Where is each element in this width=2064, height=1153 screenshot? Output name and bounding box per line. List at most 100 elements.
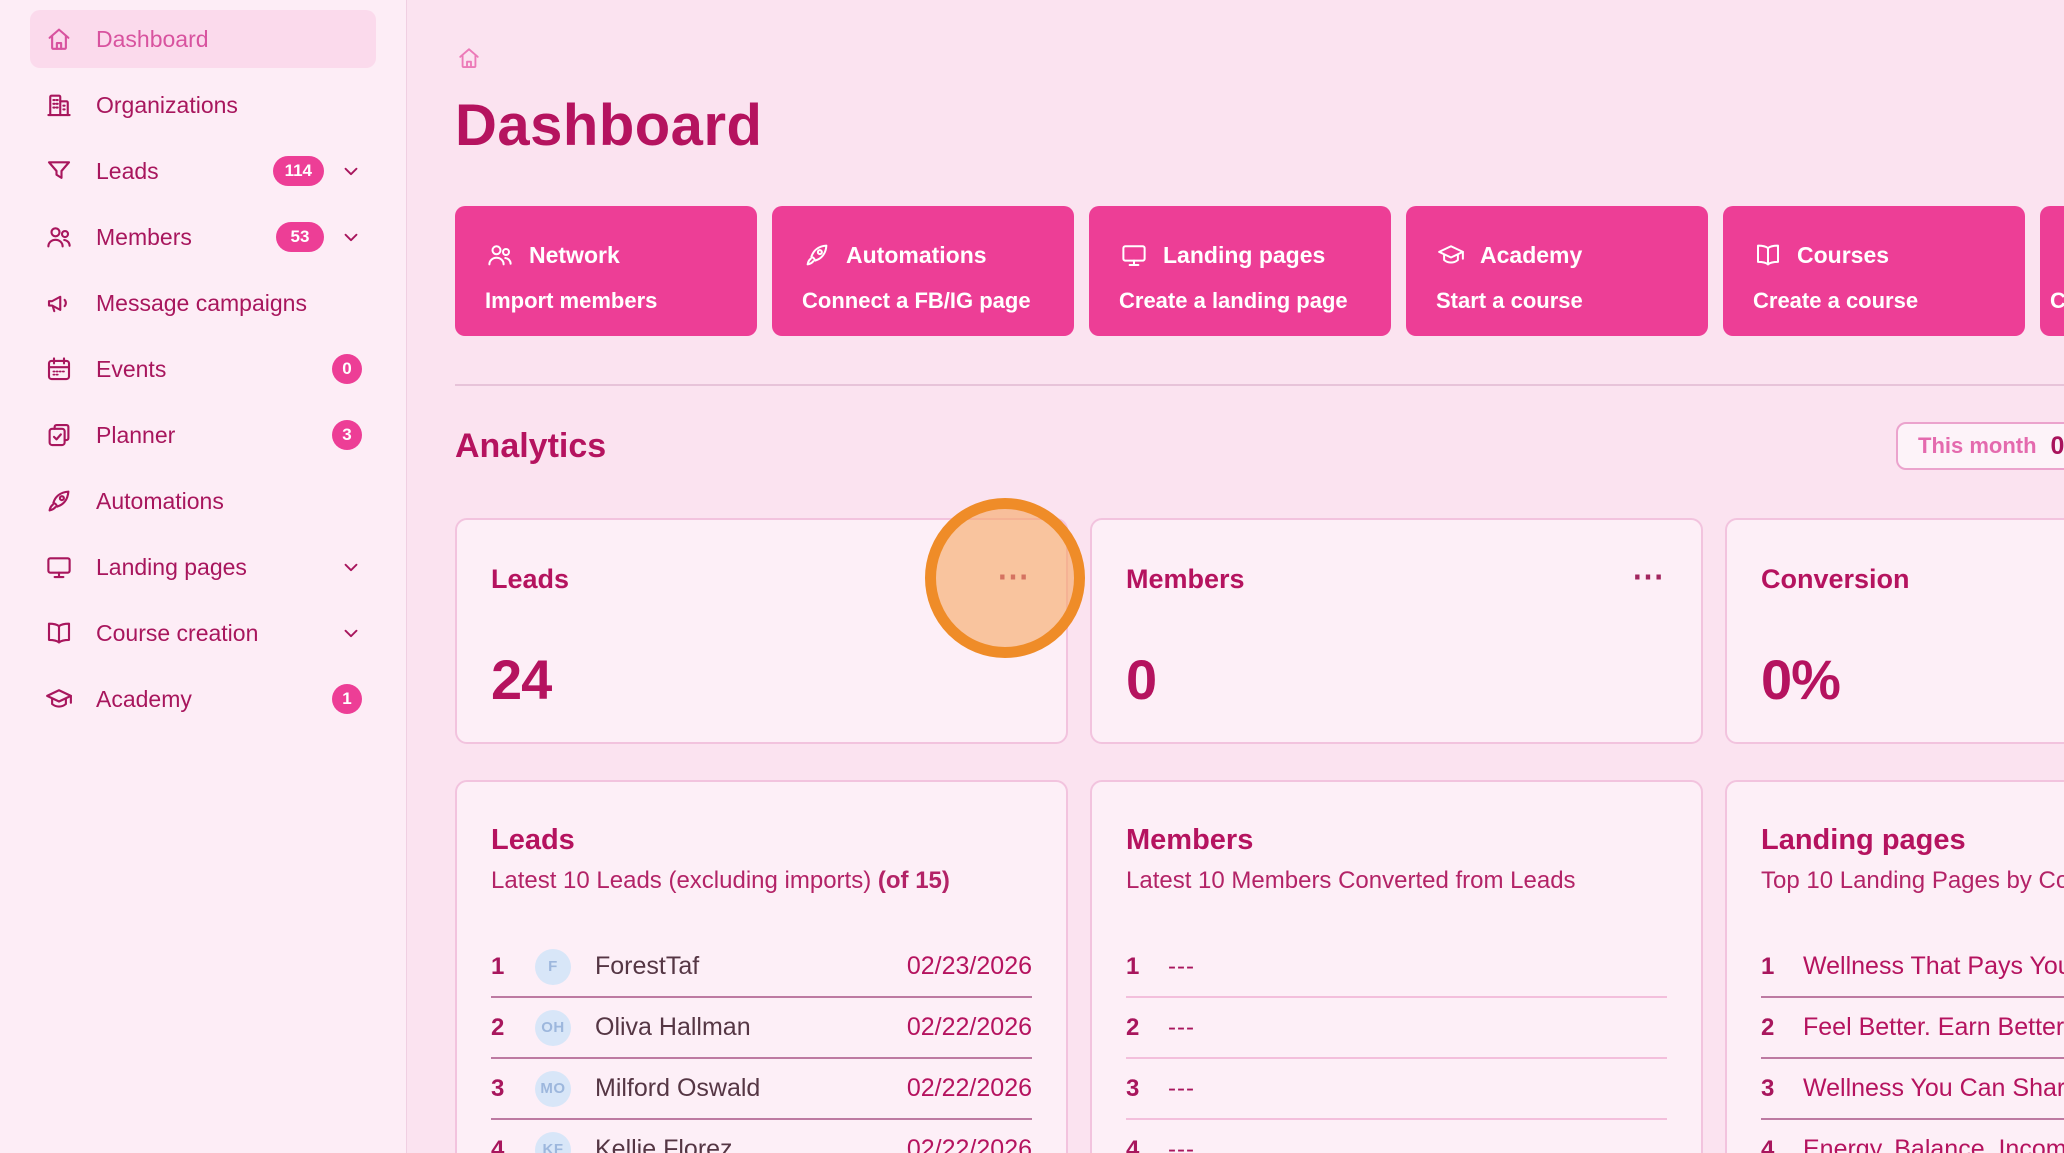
sidebar-item-label: Events [96,355,167,382]
chevron-down-icon[interactable] [340,226,362,248]
quick-action-subtitle: Import members [485,288,658,313]
row-rank: 3 [1761,1074,1775,1102]
lead-name: ForestTaf [595,952,700,980]
quick-action-landing-pages[interactable]: Landing pages Create a landing page [1089,206,1391,336]
chevron-down-icon[interactable] [340,556,362,578]
sidebar-item-label: Message campaigns [96,289,307,316]
sidebar-item-label: Academy [96,685,192,712]
row-rank: 1 [1126,952,1140,980]
quick-action-automations[interactable]: Automations Connect a FB/IG page [772,206,1074,336]
stat-title: Leads [491,564,570,594]
sidebar-item-label: Members [96,223,192,250]
landing-page-name: Feel Better. Earn Better. [1803,1013,2064,1041]
analytics-heading: Analytics [455,426,607,465]
quick-action-subtitle: Start a course [1436,288,1583,313]
quick-action-courses[interactable]: Courses Create a course [1723,206,2025,336]
megaphone-icon [44,288,74,318]
member-placeholder: --- [1168,1074,1195,1102]
member-row[interactable]: 1 --- [1126,937,1667,998]
people-icon [485,240,515,270]
sidebar-item-label: Planner [96,421,176,448]
section-divider [455,384,2064,386]
breadcrumb-home-icon[interactable] [455,44,483,72]
landing-page-row[interactable]: 3 Wellness You Can Share [1761,1059,2064,1120]
quick-action-title: Automations [846,241,987,268]
period-selector[interactable]: This month 02/0 [1896,422,2064,470]
chevron-down-icon[interactable] [340,160,362,182]
stat-title: Members [1126,564,1245,594]
sidebar-item-automations[interactable]: Automations [30,472,376,530]
more-menu-icon[interactable]: ⋯ [997,558,1030,594]
avatar: KF [535,1131,571,1153]
members-count-badge: 53 [276,222,324,252]
member-row[interactable]: 2 --- [1126,998,1667,1059]
sidebar-item-leads[interactable]: Leads 114 [30,142,376,200]
leads-list-card: Leads Latest 10 Leads (excluding imports… [455,780,1068,1153]
sidebar-item-dashboard[interactable]: Dashboard [30,10,376,68]
buildings-icon [44,90,74,120]
landing-page-row[interactable]: 1 Wellness That Pays You Back [1761,937,2064,998]
graduation-cap-icon [44,684,74,714]
list-title: Landing pages [1761,824,1966,856]
member-placeholder: --- [1168,952,1195,980]
events-count-badge: 0 [332,354,362,384]
member-row[interactable]: 4 --- [1126,1120,1667,1153]
sidebar-item-events[interactable]: Events 0 [30,340,376,398]
landing-page-name: Wellness You Can Share [1803,1074,2064,1102]
quick-action-title: Academy [1480,241,1583,268]
rocket-icon [44,486,74,516]
landing-page-row[interactable]: 2 Feel Better. Earn Better. [1761,998,2064,1059]
sidebar-item-members[interactable]: Members 53 [30,208,376,266]
sidebar-item-planner[interactable]: Planner 3 [30,406,376,464]
planner-check-icon [44,420,74,450]
landing-page-name: Wellness That Pays You Back [1803,952,2064,980]
sidebar-item-course-creation[interactable]: Course creation [30,604,376,662]
lead-row[interactable]: 2 OH Oliva Hallman 02/22/2026 [491,998,1032,1059]
stat-value: 24 [491,648,552,711]
quick-action-title: Landing pages [1163,241,1326,268]
page-title: Dashboard [455,93,763,158]
row-rank: 3 [1126,1074,1140,1102]
member-row[interactable]: 3 --- [1126,1059,1667,1120]
lead-name: Oliva Hallman [595,1013,751,1041]
lead-date: 02/22/2026 [906,1013,1032,1041]
row-rank: 4 [1126,1135,1140,1153]
sidebar-item-label: Leads [96,157,159,184]
lists-row: Leads Latest 10 Leads (excluding imports… [455,780,2064,1153]
landing-pages-list-card: Landing pages Top 10 Landing Pages by Co… [1725,780,2064,1153]
open-book-icon [44,618,74,648]
avatar: OH [535,1009,571,1046]
quick-action-subtitle: C [2050,288,2064,313]
lead-date: 02/22/2026 [906,1135,1032,1153]
landing-page-row[interactable]: 4 Energy. Balance. Income. [1761,1120,2064,1153]
row-rank: 2 [1126,1013,1140,1041]
sidebar: Dashboard Organizations Leads 114 Member… [0,0,407,1153]
lead-row[interactable]: 1 F ForestTaf 02/23/2026 [491,937,1032,998]
chevron-down-icon[interactable] [340,622,362,644]
quick-action-subtitle: Connect a FB/IG page [802,288,1031,313]
people-icon [44,222,74,252]
lead-row[interactable]: 4 KF Kellie Florez 02/22/2026 [491,1120,1032,1153]
lead-name: Milford Oswald [595,1074,761,1102]
quick-action-subtitle: Create a course [1753,288,1919,313]
avatar: F [535,948,571,985]
quick-action-subtitle: Create a landing page [1119,288,1348,313]
open-book-icon [1753,240,1783,270]
quick-action-network[interactable]: Network Import members [455,206,757,336]
lead-row[interactable]: 3 MO Milford Oswald 02/22/2026 [491,1059,1032,1120]
sidebar-item-academy[interactable]: Academy 1 [30,670,376,728]
more-menu-icon[interactable]: ⋯ [1632,558,1665,594]
sidebar-item-message-campaigns[interactable]: Message campaigns [30,274,376,332]
quick-action-clipped[interactable]: C [2040,206,2064,336]
home-icon [44,24,74,54]
stat-value: 0% [1761,648,1841,711]
quick-action-academy[interactable]: Academy Start a course [1406,206,1708,336]
sidebar-item-landing-pages[interactable]: Landing pages [30,538,376,596]
members-list-card: Members Latest 10 Members Converted from… [1090,780,1703,1153]
sidebar-item-organizations[interactable]: Organizations [30,76,376,134]
funnel-icon [44,156,74,186]
list-subtitle: Latest 10 Members Converted from Leads [1126,867,1576,894]
row-rank: 4 [1761,1135,1775,1153]
main-content: Dashboard Network Import members Automat… [407,0,2064,1153]
